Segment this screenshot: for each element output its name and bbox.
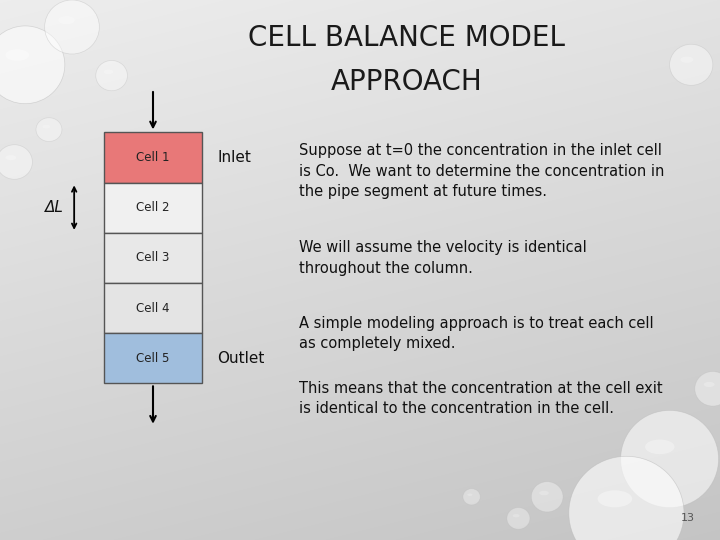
Bar xyxy=(104,283,202,333)
Ellipse shape xyxy=(539,491,549,495)
Ellipse shape xyxy=(704,382,714,387)
Ellipse shape xyxy=(104,70,113,74)
Text: CELL BALANCE MODEL: CELL BALANCE MODEL xyxy=(248,24,565,52)
Ellipse shape xyxy=(645,440,675,454)
Ellipse shape xyxy=(531,482,563,512)
Text: We will assume the velocity is identical
throughout the column.: We will assume the velocity is identical… xyxy=(299,240,587,276)
Text: Inlet: Inlet xyxy=(217,150,251,165)
Ellipse shape xyxy=(695,372,720,406)
Ellipse shape xyxy=(6,49,30,61)
Text: A simple modeling approach is to treat each cell
as completely mixed.: A simple modeling approach is to treat e… xyxy=(299,316,654,352)
Ellipse shape xyxy=(621,410,719,508)
Text: 13: 13 xyxy=(681,512,695,523)
Text: APPROACH: APPROACH xyxy=(331,68,482,96)
Text: ΔL: ΔL xyxy=(45,200,63,215)
Text: Outlet: Outlet xyxy=(217,351,265,366)
Text: Cell 3: Cell 3 xyxy=(136,251,170,265)
Text: Suppose at t=0 the concentration in the inlet cell
is Co.  We want to determine : Suppose at t=0 the concentration in the … xyxy=(299,143,664,199)
Ellipse shape xyxy=(96,60,127,91)
Ellipse shape xyxy=(569,456,684,540)
Bar xyxy=(104,183,202,233)
Ellipse shape xyxy=(0,26,65,104)
Text: Cell 4: Cell 4 xyxy=(136,301,170,315)
Ellipse shape xyxy=(513,514,520,517)
Ellipse shape xyxy=(670,44,713,85)
Text: Cell 1: Cell 1 xyxy=(136,151,170,164)
Ellipse shape xyxy=(6,155,16,160)
Ellipse shape xyxy=(0,145,32,179)
Text: Cell 2: Cell 2 xyxy=(136,201,170,214)
Text: This means that the concentration at the cell exit
is identical to the concentra: This means that the concentration at the… xyxy=(299,381,662,416)
Ellipse shape xyxy=(463,489,480,505)
Ellipse shape xyxy=(45,0,99,54)
Bar xyxy=(104,132,202,183)
Ellipse shape xyxy=(680,57,693,63)
Ellipse shape xyxy=(36,118,62,141)
Ellipse shape xyxy=(598,490,632,508)
Ellipse shape xyxy=(58,16,75,24)
Bar xyxy=(104,333,202,383)
Ellipse shape xyxy=(467,494,472,496)
Ellipse shape xyxy=(42,125,50,129)
Ellipse shape xyxy=(507,508,530,529)
Bar xyxy=(104,233,202,283)
Text: Cell 5: Cell 5 xyxy=(136,352,170,365)
